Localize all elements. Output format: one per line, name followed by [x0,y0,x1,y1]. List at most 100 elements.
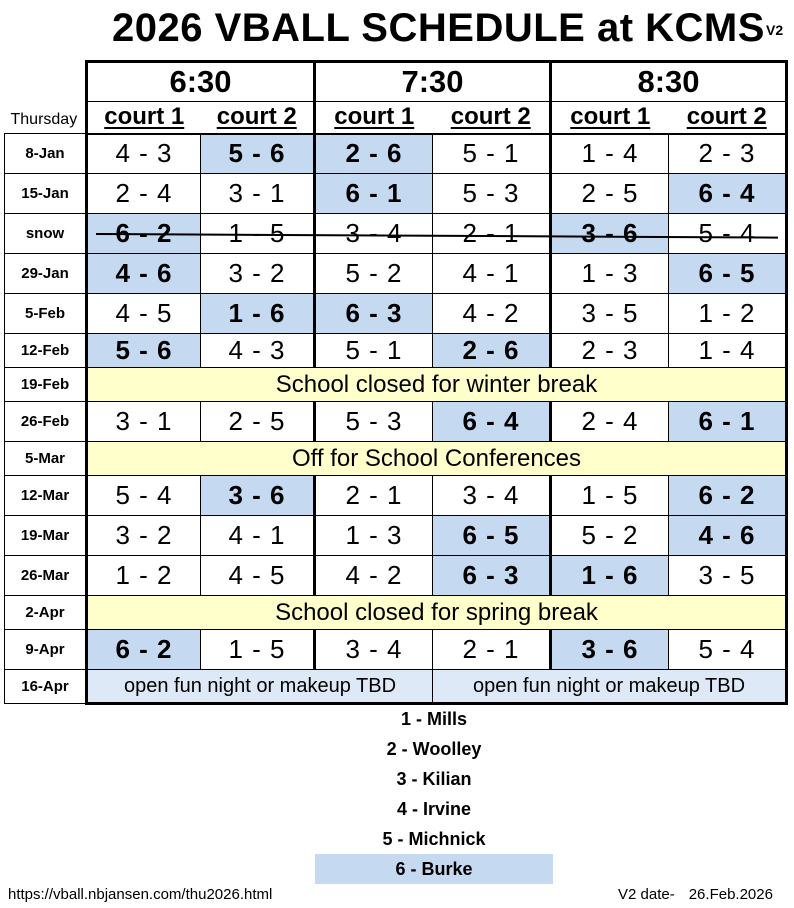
game-cell: 5 - 4 [85,475,201,516]
date-cell: 16-Apr [4,669,87,704]
game-cell: 3 - 6 [549,629,669,670]
date-cell: 9-Apr [4,629,87,670]
game-cell: 1 - 4 [549,133,669,174]
game-cell: 6 - 4 [432,401,552,442]
date-cell: 5-Mar [4,441,87,476]
game-cell: 5 - 3 [313,401,433,442]
game-cell: 1 - 4 [668,333,788,368]
game-cell: 4 - 5 [85,293,201,334]
date-cell: 2-Apr [4,595,87,630]
game-cell: 1 - 2 [668,293,788,334]
game-cell: 2 - 3 [668,133,788,174]
legend-item: 1 - Mills [400,709,467,729]
game-cell: 6 - 4 [668,173,788,214]
date-cell: 26-Feb [4,401,87,442]
schedule-row: 19-Feb School closed for winter break [4,367,788,402]
court-header: court 1 [549,101,669,135]
game-cell: 5 - 6 [200,133,316,174]
game-cell: 6 - 3 [432,555,552,596]
time-header-row: 6:30 7:30 8:30 [5,60,788,102]
schedule-row: 2-Apr School closed for spring break [4,595,788,630]
game-cell: 3 - 5 [668,555,788,596]
game-cell: 4 - 5 [200,555,316,596]
court-header: court 2 [668,101,788,135]
date-cell: 5-Feb [4,293,87,334]
game-cell: 4 - 2 [432,293,552,334]
game-cell: 2 - 1 [432,213,552,254]
game-cell: 2 - 1 [313,475,433,516]
game-cell: 6 - 5 [668,253,788,294]
game-cell: 3 - 4 [432,475,552,516]
court-header: court 2 [432,101,552,135]
game-cell: 6 - 3 [313,293,433,334]
game-cell: 2 - 4 [85,173,201,214]
date-cell: 19-Feb [4,367,87,402]
game-cell: 2 - 1 [432,629,552,670]
game-cell: 4 - 6 [668,515,788,556]
game-cell: 3 - 2 [85,515,201,556]
court-header: court 1 [313,101,433,135]
game-cell: 1 - 6 [200,293,316,334]
game-cell: 4 - 3 [200,333,316,368]
game-cell: 5 - 4 [668,629,788,670]
game-cell: 6 - 5 [432,515,552,556]
game-cell: 3 - 2 [200,253,316,294]
game-cell: 3 - 1 [200,173,316,214]
game-cell: 5 - 1 [432,133,552,174]
game-cell: 2 - 5 [200,401,316,442]
footer-url[interactable]: https://vball.nbjansen.com/thu2026.html [8,886,273,903]
game-cell: 3 - 6 [200,475,316,516]
open-night-note: open fun night or makeup TBD [85,669,433,705]
game-cell: 5 - 6 [85,333,201,368]
page-title: 2026 VBALL SCHEDULE at KCMS [112,6,765,50]
date-cell: snow [4,213,87,254]
game-cell: 6 - 1 [668,401,788,442]
court-header: court 2 [200,101,316,135]
footer-version-date: V2 date- 26.Feb.2026 [618,886,773,903]
schedule-table: 6:30 7:30 8:30 Thursday court 1 court 2 … [4,60,788,705]
date-cell: 8-Jan [4,133,87,174]
time-header-830: 8:30 [549,60,788,102]
game-cell: 2 - 3 [549,333,669,368]
legend-item-highlighted: 6 - Burke [315,854,553,884]
court-header-row: Thursday court 1 court 2 court 1 court 2… [5,101,788,135]
game-cell: 5 - 3 [432,173,552,214]
closure-note: School closed for spring break [85,595,788,630]
day-label: Thursday [10,111,78,128]
legend-item: 5 - Michnick [382,829,486,849]
game-cell: 6 - 1 [313,173,433,214]
game-cell: 3 - 1 [85,401,201,442]
game-cell: 3 - 6 [549,213,669,254]
game-cell: 1 - 3 [313,515,433,556]
legend-item: 4 - Irvine [396,799,472,819]
date-cell: 12-Mar [4,475,87,516]
legend-item: 2 - Woolley [386,739,482,759]
date-cell: 26-Mar [4,555,87,596]
date-cell: 15-Jan [4,173,87,214]
game-cell: 4 - 2 [313,555,433,596]
time-header-630: 6:30 [85,60,316,102]
game-cell: 4 - 1 [432,253,552,294]
corner-cell [5,62,87,102]
game-cell: 6 - 2 [668,475,788,516]
date-cell: 29-Jan [4,253,87,294]
legend-item: 3 - Kilian [396,769,472,789]
game-cell: 5 - 2 [313,253,433,294]
game-cell: 5 - 1 [313,333,433,368]
game-cell: 1 - 3 [549,253,669,294]
game-cell: 2 - 6 [432,333,552,368]
date-cell: 19-Mar [4,515,87,556]
schedule-row: 16-Apr open fun night or makeup TBD open f… [4,669,788,705]
team-legend: 1 - Mills 2 - Woolley 3 - Kilian 4 - Irv… [315,704,553,884]
court-header: court 1 [85,101,201,135]
